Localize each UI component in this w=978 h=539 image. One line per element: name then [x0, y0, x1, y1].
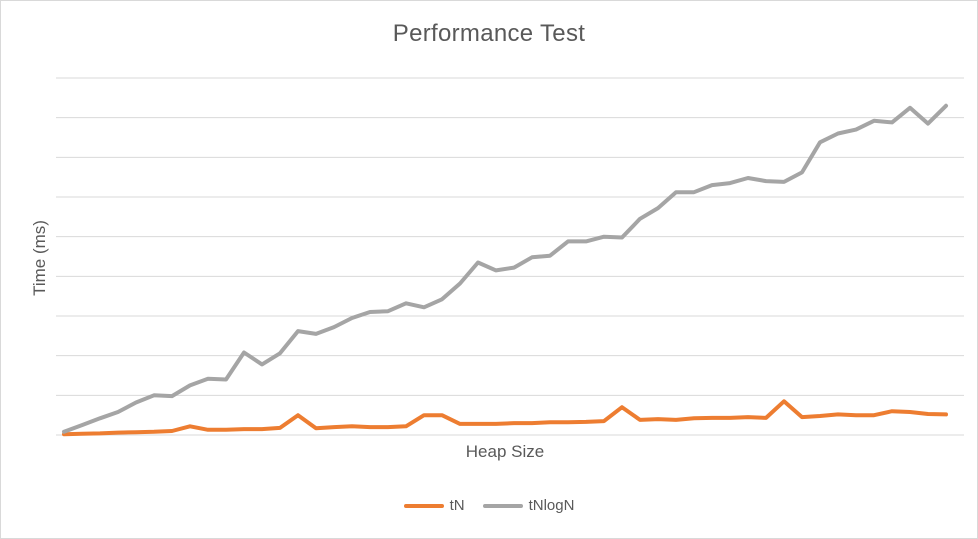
legend-item-tnlogn: tNlogN	[482, 497, 575, 514]
legend-label-tnlogn: tNlogN	[528, 497, 575, 514]
legend-swatch-tnlogn	[482, 503, 523, 508]
legend-label-tn: tN	[449, 497, 465, 514]
legend-item-tn: tN	[403, 497, 465, 514]
x-axis-title: Heap Size	[465, 442, 545, 461]
chart-title: Performance Test	[392, 20, 586, 47]
legend: tN tNlogN	[0, 497, 978, 514]
series-line-tnlogn	[62, 103, 948, 434]
series-line-tn	[62, 399, 948, 437]
legend-swatch-tn	[403, 503, 444, 508]
